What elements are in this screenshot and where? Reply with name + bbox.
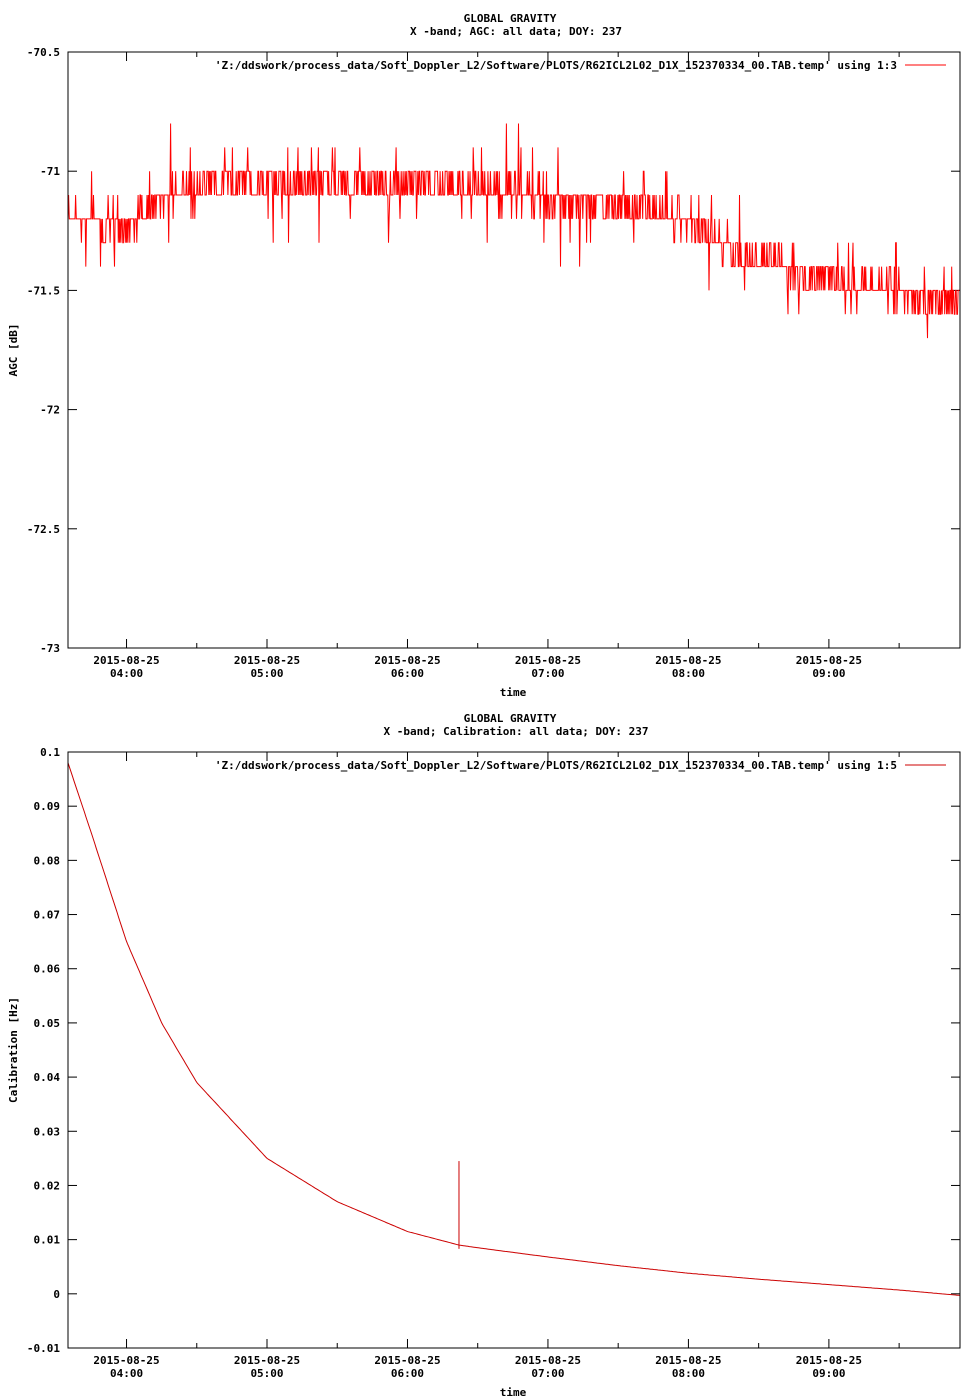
y-tick-label: 0.01 (34, 1234, 61, 1247)
x-tick-time: 08:00 (672, 667, 705, 680)
x-tick-time: 09:00 (812, 667, 845, 680)
chart-title: GLOBAL GRAVITY (464, 712, 557, 725)
y-tick-label: 0.1 (40, 746, 60, 759)
y-axis-label: Calibration [Hz] (7, 997, 20, 1103)
y-tick-label: 0 (53, 1288, 60, 1301)
y-tick-label: 0.05 (34, 1017, 61, 1030)
x-tick-date: 2015-08-25 (93, 654, 159, 667)
y-tick-label: -71.5 (27, 284, 60, 297)
x-tick-time: 04:00 (110, 1367, 143, 1380)
x-tick-time: 09:00 (812, 1367, 845, 1380)
y-tick-label: -70.5 (27, 46, 60, 59)
y-tick-label: 0.03 (34, 1125, 61, 1138)
y-ticks: 0.1 0.09 0.08 0.07 0.06 0.05 0.04 0.03 0.02 0.01 0… (27, 746, 960, 1355)
x-tick-date: 2015-08-25 (234, 654, 300, 667)
y-tick-label: 0.06 (34, 963, 61, 976)
agc-chart: GLOBAL GRAVITY X -band; AGC: all data; D… (7, 12, 961, 699)
y-tick-label: -73 (40, 642, 60, 655)
x-tick-date: 2015-08-25 (374, 1354, 440, 1367)
x-axis-label: time (500, 686, 527, 699)
x-tick-time: 05:00 (250, 667, 283, 680)
x-tick-time: 08:00 (672, 1367, 705, 1380)
x-tick-time: 07:00 (531, 667, 564, 680)
agc-series (67, 123, 960, 339)
y-tick-label: -72 (40, 404, 60, 417)
x-axis-label: time (500, 1386, 527, 1399)
x-tick-date: 2015-08-25 (655, 654, 721, 667)
x-tick-date: 2015-08-25 (796, 1354, 862, 1367)
plot-frame (67, 51, 961, 649)
calibration-series (67, 762, 961, 1296)
x-ticks: 2015-08-2504:002015-08-2505:002015-08-25… (93, 52, 900, 680)
y-tick-label: 0.08 (34, 854, 61, 867)
chart-subtitle: X -band; Calibration: all data; DOY: 237 (384, 725, 649, 738)
y-tick-label: 0.02 (34, 1179, 61, 1192)
x-tick-time: 06:00 (391, 667, 424, 680)
y-axis-label: AGC [dB] (7, 324, 20, 377)
y-tick-label: -71 (40, 165, 60, 178)
y-tick-label: 0.07 (34, 909, 61, 922)
y-tick-label: 0.04 (34, 1071, 61, 1084)
x-tick-time: 05:00 (250, 1367, 283, 1380)
chart-subtitle: X -band; AGC: all data; DOY: 237 (410, 25, 622, 38)
x-tick-time: 07:00 (531, 1367, 564, 1380)
y-tick-label: -0.01 (27, 1342, 60, 1355)
x-tick-date: 2015-08-25 (93, 1354, 159, 1367)
x-tick-time: 06:00 (391, 1367, 424, 1380)
calibration-line (67, 762, 961, 1296)
y-tick-label: -72.5 (27, 523, 60, 536)
x-tick-date: 2015-08-25 (655, 1354, 721, 1367)
legend-label: 'Z:/ddswork/process_data/Soft_Doppler_L2… (215, 59, 897, 72)
legend-label: 'Z:/ddswork/process_data/Soft_Doppler_L2… (215, 759, 897, 772)
x-tick-date: 2015-08-25 (796, 654, 862, 667)
x-tick-date: 2015-08-25 (234, 1354, 300, 1367)
x-tick-time: 04:00 (110, 667, 143, 680)
x-tick-date: 2015-08-25 (515, 1354, 581, 1367)
y-ticks: -70.5 -71 -71.5 -72 -72.5 -73 (27, 46, 960, 655)
x-tick-date: 2015-08-25 (374, 654, 440, 667)
y-tick-label: 0.09 (34, 800, 61, 813)
x-tick-date: 2015-08-25 (515, 654, 581, 667)
chart-title: GLOBAL GRAVITY (464, 12, 557, 25)
calibration-chart: GLOBAL GRAVITY X -band; Calibration: all… (7, 712, 961, 1399)
plot-frame (67, 751, 961, 1349)
x-ticks: 2015-08-2504:002015-08-2505:002015-08-25… (93, 752, 900, 1380)
agc-line (67, 123, 960, 339)
